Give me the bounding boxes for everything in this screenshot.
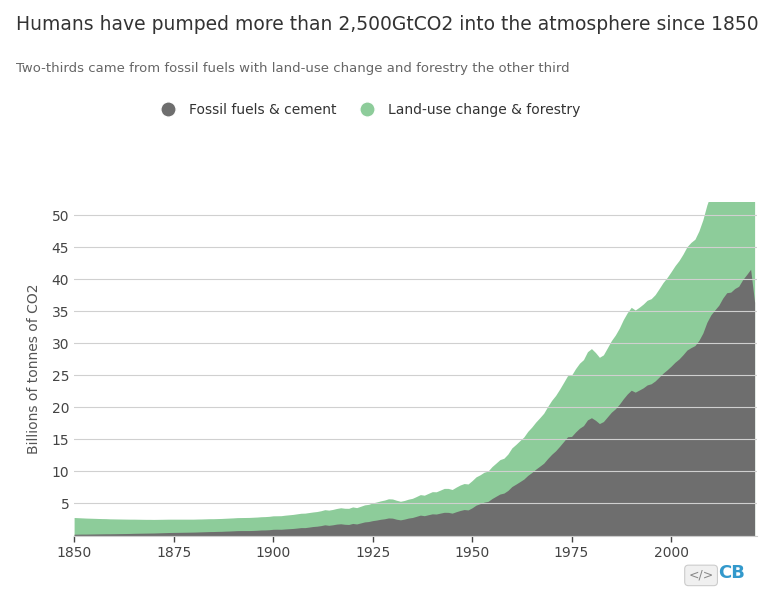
Y-axis label: Billions of tonnes of CO2: Billions of tonnes of CO2 [27, 284, 41, 454]
Text: CB: CB [718, 564, 745, 582]
Text: Two-thirds came from fossil fuels with land-use change and forestry the other th: Two-thirds came from fossil fuels with l… [16, 62, 569, 76]
Text: </>: </> [689, 569, 714, 582]
Legend: Fossil fuels & cement, Land-use change & forestry: Fossil fuels & cement, Land-use change &… [154, 102, 580, 117]
Text: Humans have pumped more than 2,500GtCO2 into the atmosphere since 1850: Humans have pumped more than 2,500GtCO2 … [16, 15, 758, 34]
